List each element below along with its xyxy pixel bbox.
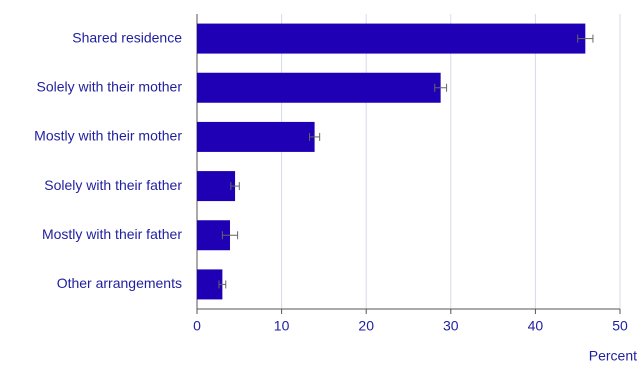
y-tick-label: Shared residence xyxy=(72,29,182,45)
x-axis-label: Percent xyxy=(589,348,637,364)
error-bar xyxy=(577,34,594,43)
x-tick-label: 20 xyxy=(358,318,374,334)
y-tick-label: Other arrangements xyxy=(57,275,182,291)
error-bar xyxy=(218,280,227,289)
x-tick-label: 40 xyxy=(528,318,544,334)
bar xyxy=(197,72,441,103)
error-bar xyxy=(221,231,239,240)
error-bar xyxy=(230,182,240,191)
x-tick-label: 50 xyxy=(612,318,628,334)
y-tick-label: Mostly with their mother xyxy=(34,128,182,144)
bar xyxy=(197,121,315,152)
bar xyxy=(197,269,223,300)
x-tick-label: 0 xyxy=(193,318,201,334)
error-bar xyxy=(309,132,321,141)
x-tick-label: 30 xyxy=(443,318,459,334)
x-tick-label: 10 xyxy=(274,318,290,334)
bar xyxy=(197,23,586,54)
error-bar xyxy=(434,83,448,92)
bar xyxy=(197,171,236,202)
y-tick-label: Solely with their father xyxy=(44,177,182,193)
y-tick-label: Mostly with their father xyxy=(42,226,182,242)
y-tick-label: Solely with their mother xyxy=(36,78,182,94)
